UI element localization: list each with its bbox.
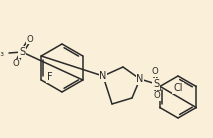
Text: S: S — [153, 79, 159, 89]
Text: F: F — [47, 72, 53, 82]
Text: N: N — [136, 74, 144, 84]
Text: O: O — [27, 34, 33, 43]
Text: Cl: Cl — [173, 83, 183, 93]
Text: CH₃: CH₃ — [0, 48, 4, 58]
Text: O: O — [152, 67, 158, 76]
Text: S: S — [19, 47, 25, 57]
Text: O: O — [154, 91, 160, 100]
Text: O: O — [13, 59, 19, 68]
Text: N: N — [99, 71, 107, 81]
